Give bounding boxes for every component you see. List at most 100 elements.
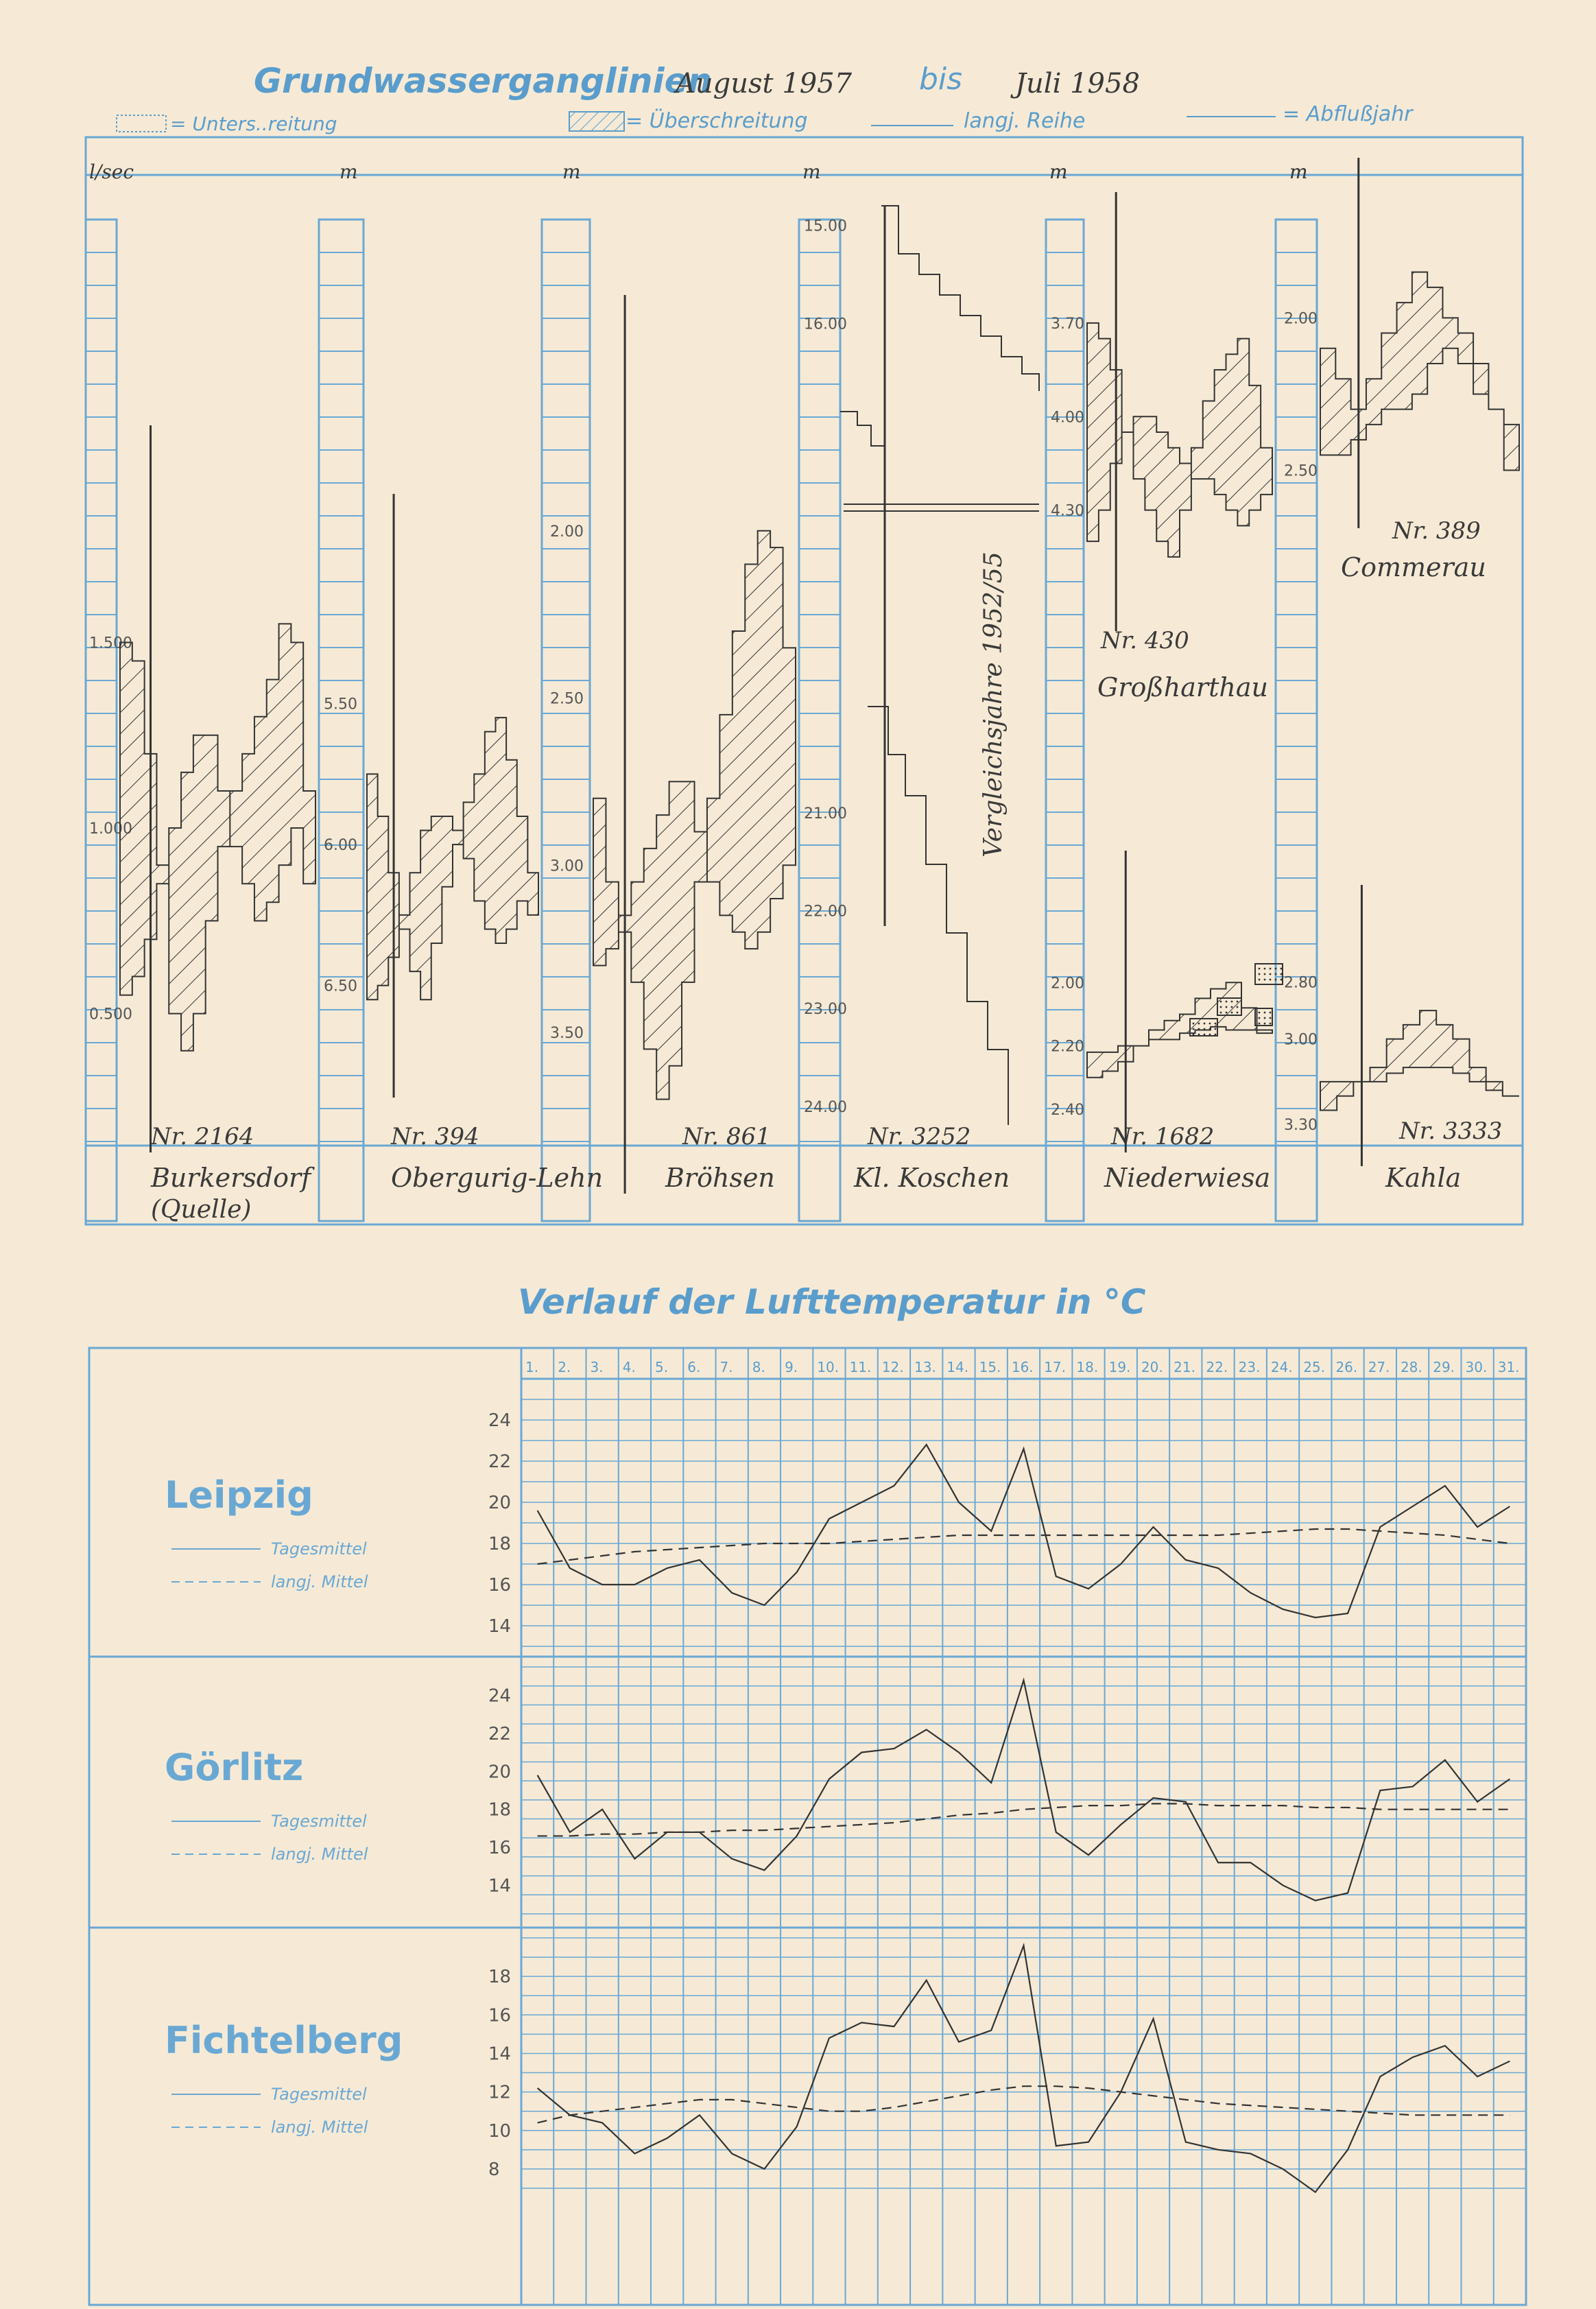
day-header: 21.: [1174, 1359, 1195, 1375]
station-name: Leipzig: [165, 1473, 313, 1517]
gw-tick-label: 2.20: [1051, 1039, 1084, 1056]
day-header: 16.: [1012, 1359, 1034, 1375]
day-header: 22.: [1206, 1359, 1228, 1375]
legend-under: = Unters..reitung: [170, 113, 337, 135]
gw-unit-label: m: [802, 161, 821, 183]
gw-unit-label: m: [1289, 161, 1308, 183]
gw-tick-label: 3.00: [1284, 1032, 1318, 1049]
gw-station-number: Nr. 3333: [1398, 1117, 1502, 1145]
gw-station-name: Niederwiesa: [1104, 1163, 1270, 1193]
daily-mean-line: [536, 1443, 1510, 1619]
temp-tick-label: 24: [488, 1686, 511, 1707]
day-header: 27.: [1368, 1359, 1390, 1375]
temp-tick-label: 14: [488, 1875, 511, 1896]
gw-unit-label: m: [340, 161, 358, 183]
temp-tick-label: 14: [488, 1616, 511, 1637]
gw-title: Grundwasserganglinien: [254, 61, 712, 101]
gw-tick-label: 2.40: [1051, 1102, 1084, 1119]
temp-title: Verlauf der Lufttemperatur in °C: [518, 1282, 1146, 1322]
station-name: Görlitz: [165, 1746, 303, 1789]
gw-station-number: Nr. 2164: [150, 1123, 254, 1150]
gw-station-number: Nr. 3252: [867, 1123, 970, 1150]
gw-station-name: Commerau: [1341, 552, 1486, 582]
gw-axis-strip: [84, 218, 118, 1222]
gw-tick-label: 21.00: [804, 805, 847, 822]
gw-station-name-sub: (Quelle): [151, 1196, 251, 1224]
gw-tick-label: 6.50: [324, 978, 357, 995]
gw-axis-strip: [1045, 218, 1085, 1222]
long-term-mean-line: [537, 1528, 1510, 1565]
legend-daily: Tagesmittel: [271, 2085, 367, 2104]
legend-long-term: langj. Reihe: [964, 109, 1085, 133]
gw-hatched-area: [1320, 271, 1520, 471]
gw-station-number: Nr. 389: [1392, 517, 1481, 545]
legend-daily: Tagesmittel: [271, 1812, 367, 1831]
gw-tick-label: 2.00: [550, 523, 584, 541]
day-header: 10.: [817, 1359, 839, 1375]
legend-long-term: langj. Mittel: [271, 2118, 368, 2137]
gw-tick-label: 3.50: [550, 1025, 584, 1042]
day-header: 11.: [850, 1359, 872, 1375]
day-header: 9.: [785, 1359, 798, 1375]
day-header: 25.: [1303, 1359, 1325, 1375]
gw-tick-label: 24.00: [804, 1099, 847, 1116]
temperature-chart: 1. 2. 3. 4. 5. 6. 7. 8. 9. 10. 11. 12. 13. 14. 15. 16. 1…: [88, 1347, 1527, 2306]
gw-hatched-area: [593, 530, 796, 1100]
day-header: 1.: [525, 1359, 538, 1375]
day-header: 24.: [1271, 1359, 1293, 1375]
gw-station-name: Obergurig-Lehn: [391, 1163, 603, 1193]
day-header: 14.: [946, 1359, 968, 1375]
temp-tick-label: 12: [488, 2083, 511, 2103]
temp-tick-label: 8: [488, 2159, 500, 2180]
gw-tick-label: 23.00: [804, 1001, 847, 1018]
gw-tick-label: 6.00: [324, 837, 357, 854]
station-name: Fichtelberg: [165, 2019, 403, 2062]
day-header: 8.: [752, 1359, 765, 1375]
day-header: 2.: [558, 1359, 571, 1375]
gw-hatched-area: [119, 623, 316, 1052]
day-header: 4.: [623, 1359, 636, 1375]
gw-title-from: August 1957: [673, 68, 853, 99]
gw-hatched-area: [1086, 982, 1273, 1078]
gw-underrun-area: [1189, 1018, 1218, 1037]
gw-tick-label: 15.00: [804, 218, 847, 235]
gw-station-number: Nr. 394: [390, 1123, 479, 1150]
gw-unit-label: m: [1289, 161, 1308, 183]
gw-unit-label: m: [562, 161, 581, 183]
kk-stair-lower: [868, 706, 1009, 1125]
temp-tick-label: 16: [488, 1575, 511, 1596]
temp-tick-label: 22: [488, 1724, 511, 1744]
gw-tick-label: 2.50: [550, 691, 584, 708]
day-header: 17.: [1044, 1359, 1066, 1375]
gw-tick-label: 4.00: [1051, 409, 1084, 426]
day-header: 29.: [1433, 1359, 1455, 1375]
gw-tick-label: 2.00: [1051, 975, 1084, 992]
day-header: 6.: [687, 1359, 700, 1375]
gw-hatched-area: [366, 717, 539, 1001]
gw-tick-label: 3.70: [1051, 316, 1084, 333]
temp-tick-label: 22: [488, 1452, 511, 1472]
day-header: 5.: [655, 1359, 668, 1375]
day-header: 19.: [1109, 1359, 1131, 1375]
day-header: 20.: [1141, 1359, 1163, 1375]
gw-tick-label: 4.30: [1051, 503, 1084, 520]
legend-daily: Tagesmittel: [271, 1539, 367, 1559]
day-header: 26.: [1335, 1359, 1357, 1375]
gw-hatched-area: [1086, 322, 1273, 558]
gw-tick-label: 2.80: [1284, 975, 1318, 992]
temp-tick-label: 24: [488, 1410, 511, 1431]
legend-under-swatch: [116, 115, 167, 132]
kk-stair-upper: [881, 205, 1040, 391]
gw-station-number: Nr. 430: [1100, 627, 1189, 654]
gw-axis-strip: [798, 218, 842, 1222]
legend-runoff: = Abflußjahr: [1283, 102, 1414, 126]
day-header: 3.: [591, 1359, 604, 1375]
day-header: 23.: [1239, 1359, 1261, 1375]
gw-tick-label: 2.00: [1284, 310, 1318, 327]
gw-station-number: Nr. 861: [682, 1123, 771, 1150]
day-header: 31.: [1498, 1359, 1520, 1375]
gw-axis-strip: [318, 218, 365, 1222]
legend-over-swatch: [569, 111, 625, 132]
temp-tick-label: 16: [488, 2005, 511, 2026]
